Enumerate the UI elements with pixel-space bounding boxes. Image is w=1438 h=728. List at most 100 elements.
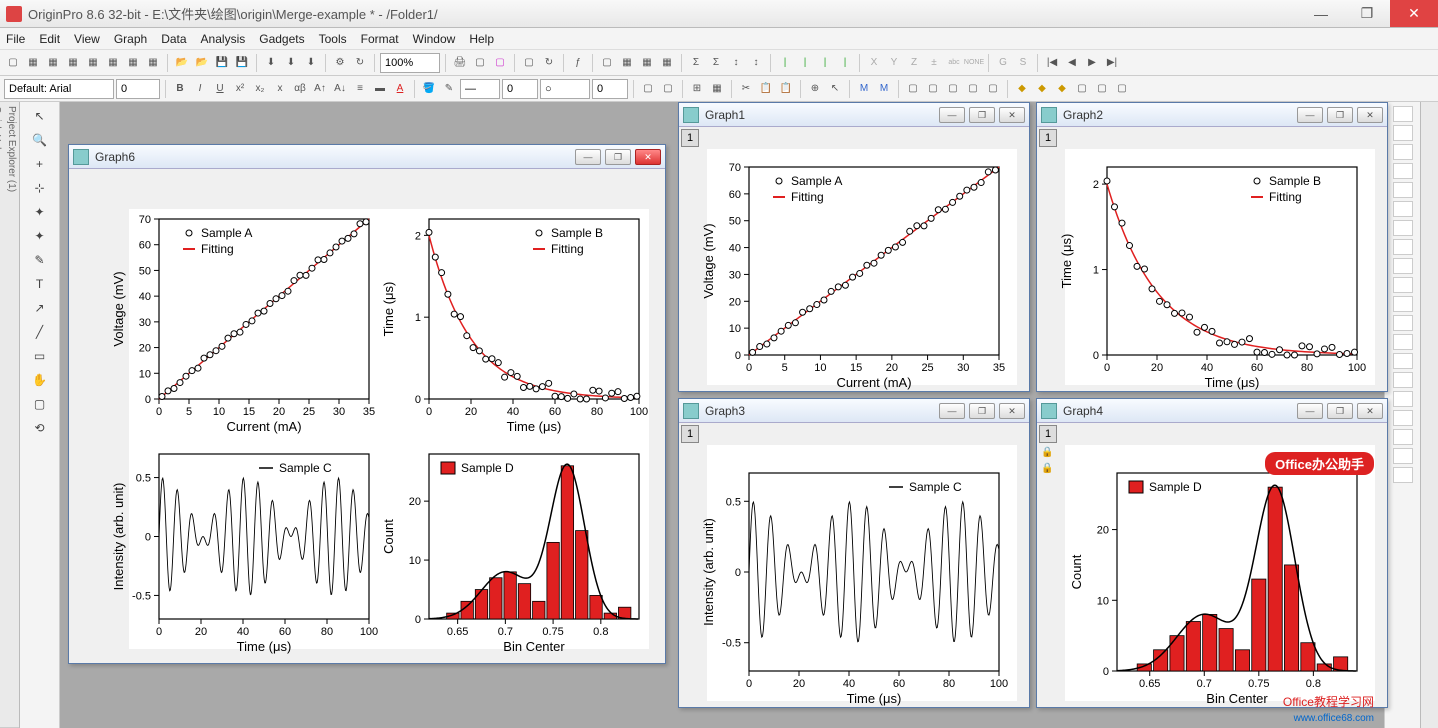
rt-btn-8[interactable] xyxy=(1393,239,1413,255)
favorite1-icon[interactable]: ◆ xyxy=(1013,80,1031,98)
layer-bg-icon[interactable]: ▢ xyxy=(639,80,657,98)
graph3-maximize-button[interactable]: ❐ xyxy=(969,403,995,419)
graph6-minimize-button[interactable]: — xyxy=(575,149,601,165)
layer2-icon[interactable]: ▢ xyxy=(924,80,942,98)
y-col-icon[interactable]: Y xyxy=(885,54,903,72)
project-explorer-tab[interactable]: Project Explorer (1) xyxy=(4,102,19,728)
symbol-size[interactable]: 0 xyxy=(592,79,628,99)
align-icon[interactable]: ≡ xyxy=(351,80,369,98)
close-button[interactable]: ✕ xyxy=(1390,0,1438,27)
graph6-close-button[interactable]: ✕ xyxy=(635,149,661,165)
graph1-maximize-button[interactable]: ❐ xyxy=(969,107,995,123)
line-color-icon[interactable]: ✎ xyxy=(440,80,458,98)
pan-tool-icon[interactable]: ✋ xyxy=(30,370,50,390)
graph2-minimize-button[interactable]: — xyxy=(1297,107,1323,123)
italic-icon[interactable]: I xyxy=(191,80,209,98)
cut-icon[interactable]: ✂ xyxy=(737,80,755,98)
rect-tool-icon[interactable]: ▭ xyxy=(30,346,50,366)
app2-icon[interactable]: ▢ xyxy=(1093,80,1111,98)
graph4-titlebar[interactable]: Graph4 — ❐ ✕ xyxy=(1037,399,1387,423)
graph2-close-button[interactable]: ✕ xyxy=(1357,107,1383,123)
rt-btn-4[interactable] xyxy=(1393,163,1413,179)
col-stats-icon[interactable]: Σ xyxy=(687,54,705,72)
plot-icon[interactable]: | xyxy=(776,54,794,72)
refresh-icon[interactable]: ↻ xyxy=(540,54,558,72)
rt-btn-17[interactable] xyxy=(1393,410,1413,426)
graph4-layer-1[interactable]: 1 xyxy=(1039,425,1057,443)
menu-format[interactable]: Format xyxy=(361,32,399,46)
rt-btn-12[interactable] xyxy=(1393,315,1413,331)
quick-help-tab[interactable]: Quick Help xyxy=(0,102,4,728)
workbook-organizer-icon[interactable]: ▦ xyxy=(618,54,636,72)
print-preview-icon[interactable]: ▢ xyxy=(471,54,489,72)
new-project-icon[interactable]: ▢ xyxy=(4,54,22,72)
app1-icon[interactable]: ▢ xyxy=(1073,80,1091,98)
arrow-tool-icon[interactable]: ↗ xyxy=(30,298,50,318)
next-icon[interactable]: ▶ xyxy=(1083,54,1101,72)
symbol-combo[interactable]: ○ xyxy=(540,79,590,99)
layer-fill-icon[interactable]: ▢ xyxy=(659,80,677,98)
favorite2-icon[interactable]: ◆ xyxy=(1033,80,1051,98)
graph6-titlebar[interactable]: Graph6 — ❐ ✕ xyxy=(69,145,665,169)
graph1-close-button[interactable]: ✕ xyxy=(999,107,1025,123)
graph4-close-button[interactable]: ✕ xyxy=(1357,403,1383,419)
graph2-layer-1[interactable]: 1 xyxy=(1039,129,1057,147)
last-icon[interactable]: ▶| xyxy=(1103,54,1121,72)
prev-icon[interactable]: ◀ xyxy=(1063,54,1081,72)
snap-icon[interactable]: ⊕ xyxy=(806,80,824,98)
menu-graph[interactable]: Graph xyxy=(114,32,147,46)
graph3-titlebar[interactable]: Graph3 — ❐ ✕ xyxy=(679,399,1029,423)
graph2-titlebar[interactable]: Graph2 — ❐ ✕ xyxy=(1037,103,1387,127)
rt-btn-9[interactable] xyxy=(1393,258,1413,274)
new-workbook-icon[interactable]: ▦ xyxy=(24,54,42,72)
unmask-icon[interactable]: M xyxy=(875,80,893,98)
copy-icon[interactable]: 📋 xyxy=(757,80,775,98)
scripts-icon[interactable]: ƒ xyxy=(569,54,587,72)
import-multi-icon[interactable]: ⬇ xyxy=(302,54,320,72)
region-tool-icon[interactable]: ▢ xyxy=(30,394,50,414)
results-log-icon[interactable]: ▦ xyxy=(638,54,656,72)
font-color-icon[interactable]: A xyxy=(391,80,409,98)
z-col-icon[interactable]: Z xyxy=(905,54,923,72)
rotate-tool-icon[interactable]: ⟲ xyxy=(30,418,50,438)
graph1-layer-1[interactable]: 1 xyxy=(681,129,699,147)
rt-btn-15[interactable] xyxy=(1393,372,1413,388)
minimize-button[interactable]: — xyxy=(1298,0,1344,27)
save-template-icon[interactable]: 💾 xyxy=(233,54,251,72)
line-style-icon[interactable]: ▬ xyxy=(371,80,389,98)
new-matrix-icon[interactable]: ▦ xyxy=(84,54,102,72)
new-function-icon[interactable]: ▦ xyxy=(144,54,162,72)
batch-icon[interactable]: ⚙ xyxy=(331,54,349,72)
digitizer-icon[interactable]: ▦ xyxy=(658,54,676,72)
vertical-scrollbar[interactable] xyxy=(1420,102,1438,728)
rt-btn-6[interactable] xyxy=(1393,201,1413,217)
new-excel-icon[interactable]: ▦ xyxy=(44,54,62,72)
graph1-window[interactable]: Graph1 — ❐ ✕ 1 0510152025303501020304050… xyxy=(678,102,1030,392)
maximize-button[interactable]: ❐ xyxy=(1344,0,1390,27)
graph1-titlebar[interactable]: Graph1 — ❐ ✕ xyxy=(679,103,1029,127)
rt-btn-1[interactable] xyxy=(1393,106,1413,122)
layer3-icon[interactable]: ▢ xyxy=(944,80,962,98)
rt-btn-13[interactable] xyxy=(1393,334,1413,350)
graph1-minimize-button[interactable]: — xyxy=(939,107,965,123)
s-icon[interactable]: S xyxy=(1014,54,1032,72)
x-col-icon[interactable]: X xyxy=(865,54,883,72)
graph2-window[interactable]: Graph2 — ❐ ✕ 1 020406080100012Time (μs)T… xyxy=(1036,102,1388,392)
open-icon[interactable]: 📂 xyxy=(173,54,191,72)
grid-icon[interactable]: ⊞ xyxy=(688,80,706,98)
plot2-icon[interactable]: | xyxy=(796,54,814,72)
rt-btn-3[interactable] xyxy=(1393,144,1413,160)
subscript-icon[interactable]: x₂ xyxy=(251,80,269,98)
open-template-icon[interactable]: 📂 xyxy=(193,54,211,72)
layer4-icon[interactable]: ▢ xyxy=(964,80,982,98)
menu-data[interactable]: Data xyxy=(161,32,186,46)
graph6-maximize-button[interactable]: ❐ xyxy=(605,149,631,165)
menu-gadgets[interactable]: Gadgets xyxy=(259,32,304,46)
data-reader-icon[interactable]: ⊹ xyxy=(30,178,50,198)
import-ascii-icon[interactable]: ⬇ xyxy=(282,54,300,72)
save-icon[interactable]: 💾 xyxy=(213,54,231,72)
sort-icon[interactable]: ↕ xyxy=(727,54,745,72)
increase-font-icon[interactable]: A↑ xyxy=(311,80,329,98)
superscript-icon[interactable]: x² xyxy=(231,80,249,98)
new-layout-icon[interactable]: ▦ xyxy=(104,54,122,72)
